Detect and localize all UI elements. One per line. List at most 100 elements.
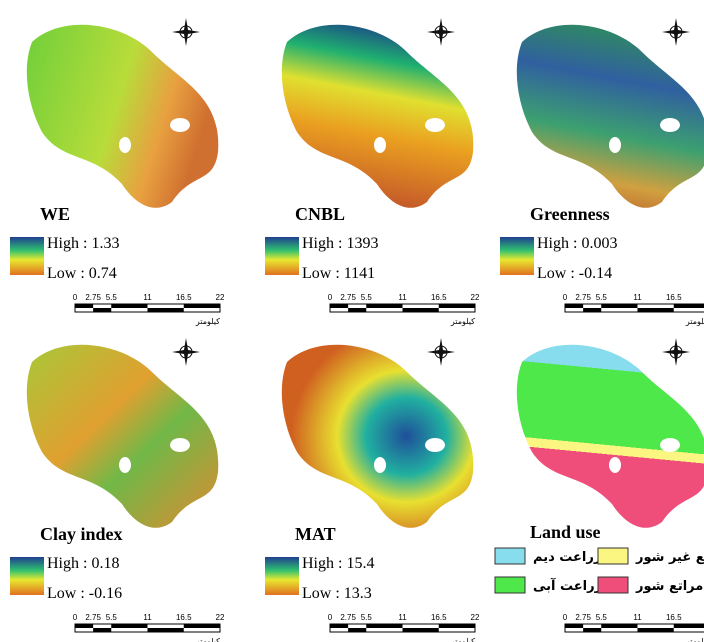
scale-tick-label: 22 (471, 613, 480, 622)
scale-segment (184, 624, 220, 628)
scale-tick-label: 0 (563, 613, 568, 622)
scale-segment (583, 628, 601, 632)
north-arrow (427, 18, 455, 46)
legend-label: مراتع شور (635, 579, 703, 594)
map-area (517, 345, 704, 528)
scale-segment (348, 628, 366, 632)
map-hole (609, 137, 621, 153)
compass-star (662, 338, 690, 366)
scale-tick-label: 2.75 (85, 293, 101, 302)
scale-segment (674, 304, 704, 308)
scale-segment (439, 624, 475, 628)
map-hole (425, 118, 445, 132)
scale-segment (75, 624, 93, 628)
panel-title: Greenness (530, 204, 610, 224)
scale-tick-label: 11 (633, 293, 642, 302)
scale-tick-label: 0 (563, 293, 568, 302)
scale-segment (638, 628, 674, 632)
map-hole (425, 438, 445, 452)
map-area (517, 25, 704, 208)
legend-ramp (265, 557, 299, 595)
scale-segment (75, 304, 93, 308)
north-arrow (172, 338, 200, 366)
scale-unit: کیلومتر (195, 637, 220, 642)
scale-tick-label: 2.75 (340, 613, 356, 622)
map-hole (374, 457, 386, 473)
legend-low: Low : 1141 (302, 265, 375, 282)
scale-segment (93, 308, 111, 312)
legend-high: High : 15.4 (302, 555, 374, 572)
legend-ramp (10, 237, 44, 275)
map-area (282, 345, 473, 528)
scale-segment (330, 304, 348, 308)
scale-segment (403, 628, 439, 632)
scale-segment (638, 308, 674, 312)
map-hole (119, 137, 131, 153)
panel-title: MAT (295, 524, 336, 544)
scale-segment (565, 624, 583, 628)
scale-tick-label: 22 (216, 613, 225, 622)
scale-segment (674, 624, 704, 628)
scale-segment (601, 304, 637, 308)
scale-unit: کیلومتر (195, 317, 220, 326)
scale-segment (565, 304, 583, 308)
panel-title: Clay index (40, 524, 123, 544)
legend-swatch (598, 548, 628, 564)
scale-segment (583, 308, 601, 312)
scale-tick-label: 11 (398, 293, 407, 302)
scale-tick-label: 0 (328, 613, 333, 622)
scale-tick-label: 16.5 (666, 613, 682, 622)
scale-segment (601, 624, 637, 628)
scale-tick-label: 2.75 (340, 293, 356, 302)
legend-label: مراتع غیر شور (635, 550, 704, 565)
legend-swatch (495, 548, 525, 564)
scale-segment (330, 624, 348, 628)
scale-tick-label: 16.5 (431, 613, 447, 622)
scale-segment (93, 628, 111, 632)
scale-unit: کیلومتر (450, 637, 475, 642)
map-hole (170, 118, 190, 132)
map-hole (609, 457, 621, 473)
map-area (282, 25, 473, 208)
legend-low: Low : 0.74 (47, 265, 117, 282)
scale-unit: کیلومتر (450, 317, 475, 326)
scale-tick-label: 2.75 (575, 613, 591, 622)
scale-tick-label: 16.5 (176, 293, 192, 302)
north-arrow (172, 18, 200, 46)
panel-title: CNBL (295, 204, 345, 224)
panel-title: WE (40, 204, 70, 224)
scale-tick-label: 5.5 (596, 293, 608, 302)
legend-label: زراعت آبی (533, 577, 602, 594)
scale-unit: کیلومتر (685, 637, 704, 642)
scale-tick-label: 16.5 (431, 293, 447, 302)
scale-tick-label: 11 (143, 613, 152, 622)
compass-star (662, 18, 690, 46)
map-hole (119, 457, 131, 473)
legend-low: Low : -0.16 (47, 585, 122, 602)
map-hole (660, 438, 680, 452)
scale-segment (348, 308, 366, 312)
map-hole (660, 118, 680, 132)
scale-segment (111, 624, 147, 628)
legend-ramp (500, 237, 534, 275)
legend-ramp (265, 237, 299, 275)
scale-tick-label: 5.5 (106, 293, 118, 302)
scale-tick-label: 16.5 (176, 613, 192, 622)
scale-segment (148, 628, 184, 632)
scale-tick-label: 11 (143, 293, 152, 302)
scale-segment (366, 304, 402, 308)
legend-ramp (10, 557, 44, 595)
legend-high: High : 1393 (302, 235, 378, 252)
scale-tick-label: 16.5 (666, 293, 682, 302)
scale-segment (366, 624, 402, 628)
legend-low: Low : -0.14 (537, 265, 612, 282)
legend-low: Low : 13.3 (302, 585, 372, 602)
compass-star (172, 338, 200, 366)
legend-high: High : 0.003 (537, 235, 617, 252)
scale-tick-label: 5.5 (361, 613, 373, 622)
scale-tick-label: 2.75 (575, 293, 591, 302)
